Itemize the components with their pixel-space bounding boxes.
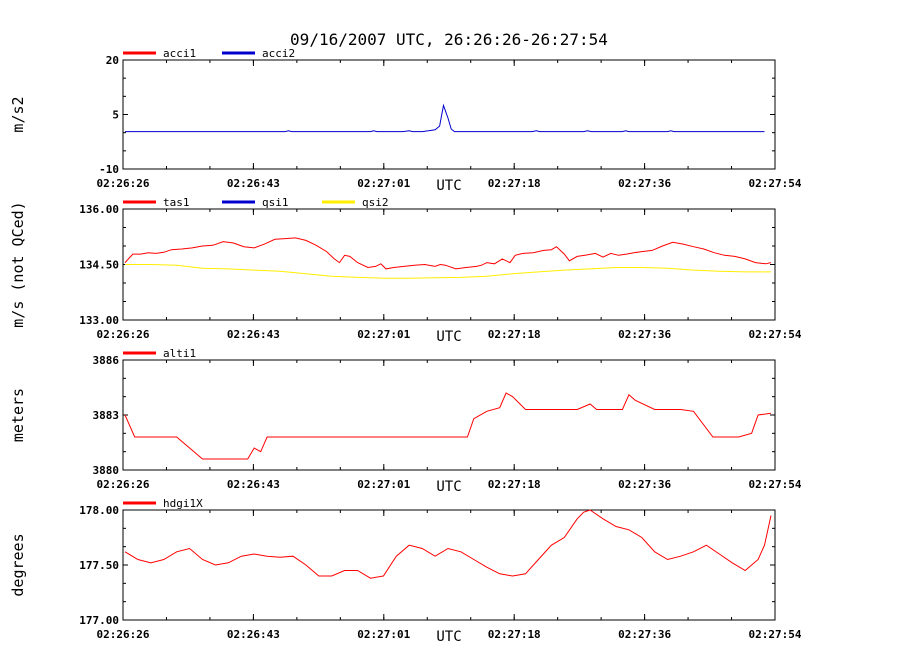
x-tick-label: 02:27:18 bbox=[488, 628, 541, 641]
y-tick-label: 134.50 bbox=[79, 259, 119, 272]
x-tick-label: 02:27:01 bbox=[357, 177, 410, 190]
y-tick-label: 3886 bbox=[93, 354, 120, 367]
x-tick-label: 02:26:26 bbox=[97, 628, 150, 641]
x-tick-label: 02:27:54 bbox=[749, 628, 802, 641]
y-tick-label: 133.00 bbox=[79, 314, 119, 327]
x-tick-label: 02:26:43 bbox=[227, 478, 280, 491]
y-tick-label: 3883 bbox=[93, 409, 120, 422]
series-line-hdgi1X bbox=[124, 509, 772, 579]
y-tick-label: 5 bbox=[112, 109, 119, 122]
y-tick-label: 136.00 bbox=[79, 203, 119, 216]
plot-frame bbox=[122, 59, 776, 170]
y-tick-label: 177.50 bbox=[79, 559, 119, 572]
x-tick-label: 02:27:36 bbox=[618, 328, 671, 341]
x-tick-label: 02:27:36 bbox=[618, 177, 671, 190]
plot-frame bbox=[122, 208, 776, 321]
legend-label: qsi2 bbox=[362, 196, 389, 209]
series-line-tas1 bbox=[124, 237, 772, 270]
x-tick-label: 02:27:54 bbox=[749, 177, 802, 190]
series-line-acci2 bbox=[125, 103, 765, 133]
x-tick-label: 02:27:18 bbox=[488, 177, 541, 190]
x-tick-label: 02:27:01 bbox=[357, 478, 410, 491]
chart-title: 09/16/2007 UTC, 26:26:26-26:27:54 bbox=[290, 30, 608, 49]
x-tick-label: 02:27:01 bbox=[357, 628, 410, 641]
x-tick-label: 02:26:26 bbox=[97, 328, 150, 341]
x-axis-label: UTC bbox=[436, 178, 461, 194]
legend-label: acci1 bbox=[163, 47, 196, 60]
y-tick-label: 3880 bbox=[93, 464, 120, 477]
x-tick-label: 02:26:26 bbox=[97, 478, 150, 491]
x-tick-label: 02:27:36 bbox=[618, 628, 671, 641]
x-tick-label: 02:27:01 bbox=[357, 328, 410, 341]
y-tick-label: 178.00 bbox=[79, 504, 119, 517]
x-axis-label: UTC bbox=[436, 329, 461, 345]
legend-label: tas1 bbox=[163, 196, 190, 209]
x-tick-label: 02:26:43 bbox=[227, 328, 280, 341]
plot-frame bbox=[122, 509, 776, 621]
x-axis-label: UTC bbox=[436, 629, 461, 645]
legend-label: hdgi1X bbox=[163, 497, 203, 510]
y-axis-label: m/s2 bbox=[9, 96, 27, 132]
x-axis-label: UTC bbox=[436, 479, 461, 495]
y-tick-label: 20 bbox=[106, 54, 119, 67]
legend-label: alti1 bbox=[163, 347, 196, 360]
x-tick-label: 02:27:54 bbox=[749, 478, 802, 491]
x-tick-label: 02:27:18 bbox=[488, 478, 541, 491]
y-axis-label: meters bbox=[9, 388, 27, 442]
y-axis-label: degrees bbox=[9, 533, 27, 596]
y-tick-label: 177.00 bbox=[79, 614, 119, 627]
x-tick-label: 02:27:18 bbox=[488, 328, 541, 341]
legend-label: qsi1 bbox=[262, 196, 289, 209]
y-tick-label: -10 bbox=[99, 163, 119, 176]
x-tick-label: 02:26:43 bbox=[227, 177, 280, 190]
x-tick-label: 02:26:43 bbox=[227, 628, 280, 641]
x-tick-label: 02:27:54 bbox=[749, 328, 802, 341]
series-line-alti1 bbox=[124, 392, 772, 460]
x-tick-label: 02:26:26 bbox=[97, 177, 150, 190]
x-tick-label: 02:27:36 bbox=[618, 478, 671, 491]
series-line-qsi2 bbox=[125, 264, 771, 279]
y-axis-label: m/s (not QCed) bbox=[9, 201, 27, 327]
legend-label: acci2 bbox=[262, 47, 295, 60]
plot-frame bbox=[122, 359, 776, 471]
